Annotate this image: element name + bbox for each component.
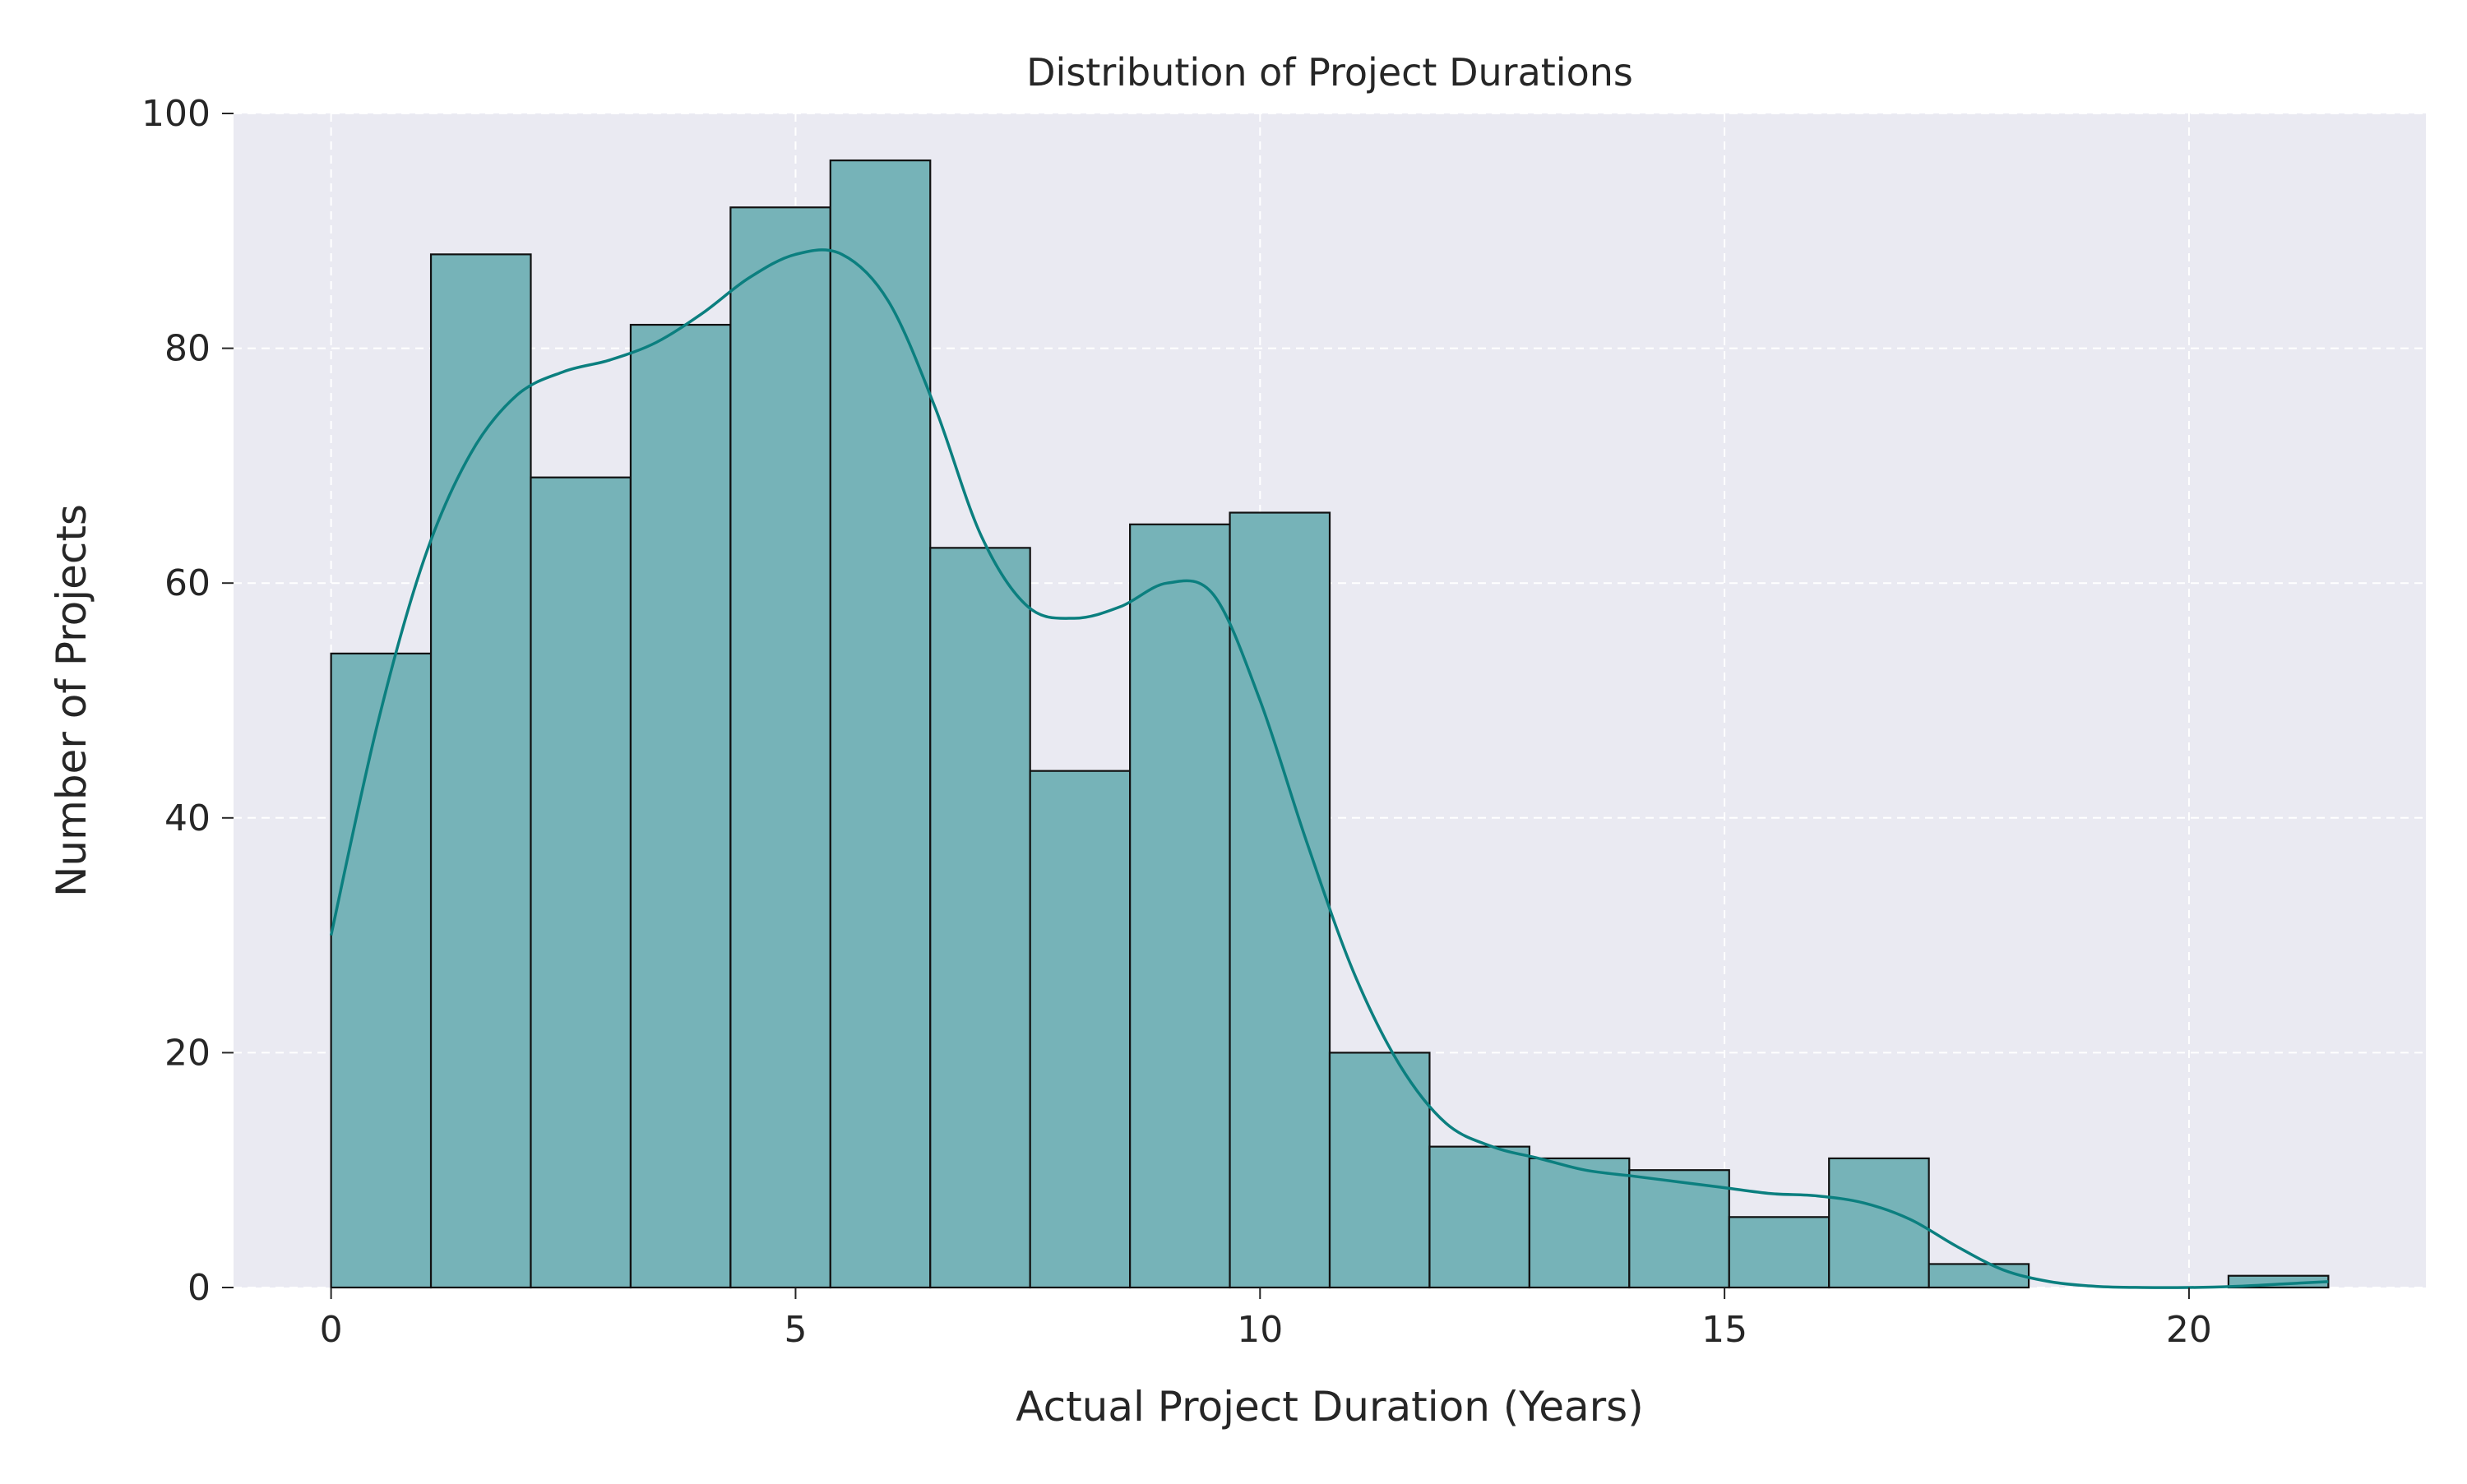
histogram-bar (1229, 511, 1331, 1289)
x-tick-label: 10 (1237, 1309, 1283, 1351)
histogram-bar (1129, 523, 1231, 1289)
y-tick-label: 20 (164, 1032, 211, 1074)
histogram-bar (1628, 1169, 1730, 1289)
histogram-bar (429, 253, 532, 1289)
histogram-bar (1328, 1052, 1431, 1289)
histogram-bar (530, 476, 632, 1289)
histogram-bar (1928, 1263, 2030, 1289)
histogram-bar (1029, 770, 1132, 1289)
kde-curve-layer (329, 248, 2329, 1289)
y-tick-label: 80 (164, 328, 211, 370)
x-tick-label: 20 (2166, 1309, 2212, 1351)
y-tick-label: 0 (187, 1267, 211, 1309)
histogram-bar (1428, 1145, 1530, 1289)
x-axis-label: Actual Project Duration (Years) (1016, 1383, 1643, 1431)
y-tick-label: 100 (141, 93, 211, 135)
x-tick-label: 5 (784, 1309, 807, 1351)
histogram-bar (330, 652, 433, 1289)
histogram-bar (1528, 1157, 1631, 1289)
y-tick-label: 60 (164, 562, 211, 604)
histogram-bar (729, 206, 831, 1289)
x-tick-label: 15 (1701, 1309, 1747, 1351)
y-tick-label: 40 (164, 797, 211, 839)
histogram-bar (629, 323, 732, 1289)
histogram-bar (829, 159, 932, 1289)
histogram-bar (1828, 1157, 1930, 1289)
chart-title: Distribution of Project Durations (1026, 50, 1633, 95)
y-axis-label: Number of Projects (48, 504, 95, 897)
histogram-bar (1728, 1216, 1831, 1289)
x-tick-label: 0 (320, 1309, 343, 1351)
histogram-bars (330, 159, 2330, 1289)
histogram-bar (929, 547, 1031, 1289)
axes: 0 5 10 15 20 0 20 40 60 80 100 (141, 93, 2212, 1351)
kde-curve (329, 248, 2329, 1289)
